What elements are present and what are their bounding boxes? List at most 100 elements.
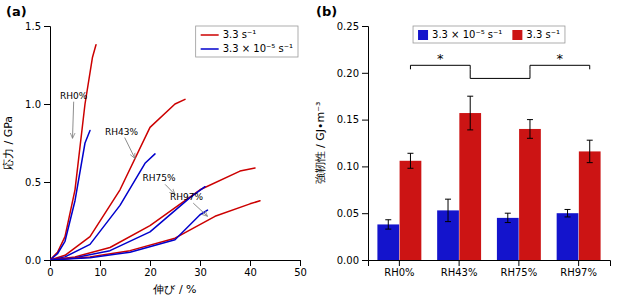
error-bar xyxy=(445,199,451,221)
tick-mark xyxy=(362,73,368,74)
annotation-arrow xyxy=(125,138,135,159)
tick-mark xyxy=(200,260,201,266)
bar xyxy=(519,129,541,260)
tick-mark xyxy=(44,182,50,183)
tick-label: 1.0 xyxy=(25,99,41,110)
tick-label: 0.20 xyxy=(337,68,359,79)
significance-label: * xyxy=(557,51,564,66)
tick-mark xyxy=(518,260,519,266)
tick: 0.20 xyxy=(337,68,368,79)
y-axis: 0.0 0.5 1.0 1.5 xyxy=(25,21,50,266)
tick-mark xyxy=(150,260,151,266)
tick-label: 20 xyxy=(144,267,157,278)
tick-label: 30 xyxy=(194,267,207,278)
legend-swatch xyxy=(201,48,219,50)
tick: 0.05 xyxy=(337,208,368,219)
legend: 3.3 s⁻¹ 3.3 × 10⁻⁵ s⁻¹ xyxy=(196,26,298,57)
annotation-arrow xyxy=(73,102,74,139)
plot-area xyxy=(377,65,600,260)
tick-mark xyxy=(44,260,50,261)
bar xyxy=(497,218,519,260)
line xyxy=(50,210,208,260)
legend-label: 3.3 × 10⁻⁵ s⁻¹ xyxy=(432,29,502,40)
tick-mark xyxy=(100,260,101,266)
tick: RH97% xyxy=(560,260,597,278)
legend-box xyxy=(413,26,565,43)
error-bar xyxy=(565,209,571,216)
line xyxy=(50,201,260,260)
axis-line xyxy=(51,261,301,267)
legend-entry: 3.3 × 10⁻⁵ s⁻¹ xyxy=(418,29,502,40)
tick-label: 40 xyxy=(244,267,257,278)
annotations: RH0%RH43%RH75%RH97% xyxy=(60,91,208,217)
tick-label: RH43% xyxy=(441,267,478,278)
tick-label: 0.15 xyxy=(337,114,359,125)
panel: RH0%RH43%RH75%RH97%0.000.050.100.150.200… xyxy=(314,4,611,278)
tick-label: 1.5 xyxy=(25,21,41,32)
annotation: RH75% xyxy=(143,173,176,183)
x-axis-title: 伸び / % xyxy=(153,283,196,296)
tick: 30 xyxy=(194,260,207,278)
bar xyxy=(400,161,422,260)
tick-mark xyxy=(362,213,368,214)
y-axis: 0.00 0.05 0.10 0.15 0.20 0.25 xyxy=(337,21,369,266)
tick-label: 0.25 xyxy=(337,21,359,32)
significance-connector xyxy=(470,69,530,78)
error-bar xyxy=(505,213,511,222)
line xyxy=(50,187,205,260)
tick: 20 xyxy=(144,260,157,278)
error-bar xyxy=(385,220,391,229)
tick-mark xyxy=(362,26,368,27)
tick: 0.10 xyxy=(337,161,368,172)
error-bar xyxy=(527,120,533,139)
tick-label: 0 xyxy=(47,267,53,278)
tick-label: RH97% xyxy=(560,267,597,278)
bar xyxy=(557,213,579,260)
tick: RH75% xyxy=(501,260,538,278)
tick-label: 10 xyxy=(94,267,107,278)
tick-mark xyxy=(44,104,50,105)
tick: 50 xyxy=(294,260,307,278)
annotation: RH0% xyxy=(60,91,88,101)
error-bar xyxy=(407,153,413,168)
y-axis-title: 応力 / GPa xyxy=(2,116,15,170)
panel-title: (b) xyxy=(316,4,337,19)
tick-mark xyxy=(362,166,368,167)
line xyxy=(50,99,185,260)
annotations: ** xyxy=(437,51,564,66)
tick-mark xyxy=(399,260,400,266)
line xyxy=(50,154,155,260)
tick-mark xyxy=(44,26,50,27)
tick: 0.00 xyxy=(337,255,368,266)
legend-entry: 3.3 s⁻¹ xyxy=(201,29,257,40)
panel: 010203040500.00.51.01.5RH0%RH43%RH75%RH9… xyxy=(2,4,307,296)
tick: 0.5 xyxy=(25,177,50,188)
tick: 0.0 xyxy=(25,255,50,266)
axis-line xyxy=(44,27,51,261)
tick: RH43% xyxy=(441,260,478,278)
tick-mark xyxy=(459,260,460,266)
axis-line xyxy=(362,27,369,261)
line xyxy=(50,45,96,260)
legend: 3.3 × 10⁻⁵ s⁻¹ 3.3 s⁻¹ xyxy=(413,26,565,43)
legend-swatch xyxy=(418,30,428,40)
legend-entry: 3.3 × 10⁻⁵ s⁻¹ xyxy=(201,43,293,54)
legend-label: 3.3 s⁻¹ xyxy=(223,29,257,40)
tick-mark xyxy=(362,120,368,121)
tick-mark xyxy=(300,260,301,266)
bar xyxy=(579,151,601,260)
bar xyxy=(377,224,399,260)
x-axis: RH0%RH43%RH75%RH97% xyxy=(369,260,611,278)
tick-label: 50 xyxy=(294,267,307,278)
error-bar xyxy=(467,96,473,130)
legend-label: 3.3 s⁻¹ xyxy=(526,29,560,40)
tick-mark xyxy=(362,260,368,261)
tick-label: 0.10 xyxy=(337,161,359,172)
axis-line xyxy=(369,261,611,267)
tick-label: 0.00 xyxy=(337,255,359,266)
tick-label: RH75% xyxy=(501,267,538,278)
annotation: RH43% xyxy=(105,127,138,137)
tick: 0.25 xyxy=(337,21,368,32)
y-axis-title: 強靭性 / GJ•m⁻³ xyxy=(314,102,327,185)
annotation-arrow xyxy=(193,203,207,216)
